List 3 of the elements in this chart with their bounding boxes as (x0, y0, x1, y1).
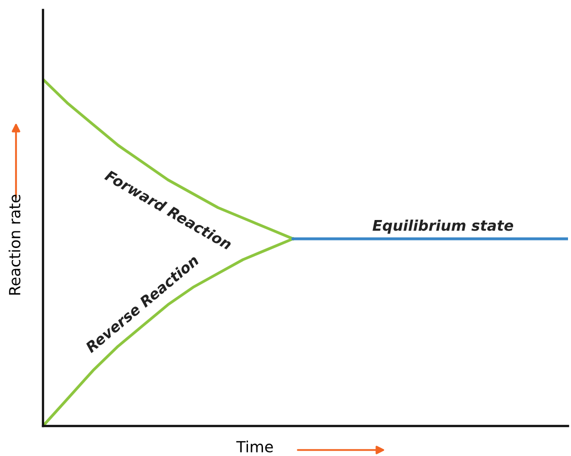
series-label: Equilibrium state (372, 220, 514, 234)
x-axis-title: Time (236, 440, 273, 452)
y-axis-title: Reaction rate (8, 194, 20, 295)
